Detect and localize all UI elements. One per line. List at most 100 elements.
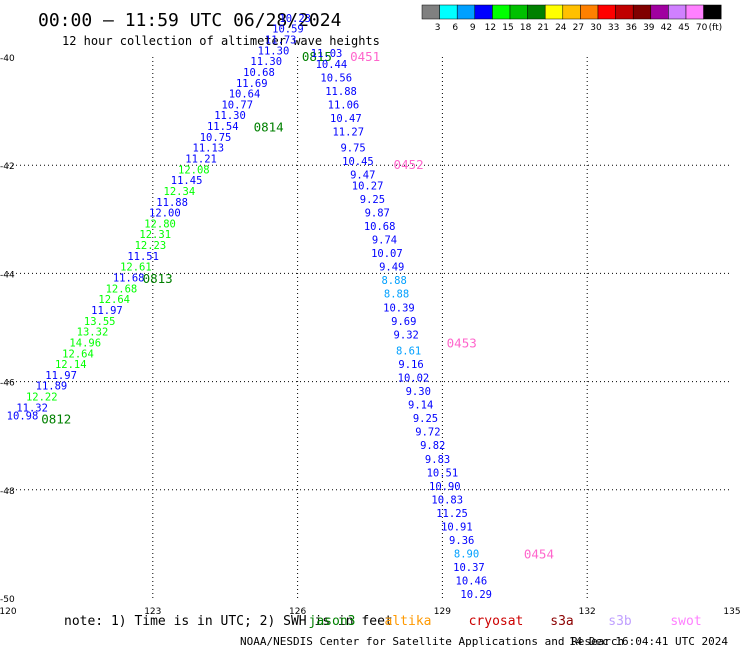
swh-value-label: 10.56 (320, 72, 352, 84)
swh-value-label: 11.30 (250, 56, 282, 68)
satellite-s3a: s3a (550, 614, 573, 629)
pass-time-label: 0815 (302, 49, 332, 64)
swh-value-label: 10.68 (243, 67, 275, 79)
swh-value-label: 13.55 (84, 316, 116, 328)
legend-swatch (703, 4, 722, 20)
legend-label: 12 (485, 23, 496, 33)
swh-value-label: 12.00 (149, 208, 181, 220)
y-tick-label: -44 (0, 270, 15, 280)
legend-label: 24 (555, 23, 567, 33)
satellite-altika: altika (385, 614, 432, 629)
y-tick-label: -50 (0, 595, 15, 605)
y-tick-label: -46 (0, 379, 15, 389)
swh-value-label: 12.64 (98, 294, 130, 306)
pass-time-label: 0814 (254, 119, 284, 134)
satellite-jason3: jason3 (309, 614, 356, 629)
legend-swatch (456, 4, 476, 20)
swh-value-label: 10.98 (7, 410, 39, 422)
legend-label: 21 (537, 23, 548, 33)
legend-swatch (562, 4, 581, 20)
legend-swatch (685, 4, 704, 20)
track: 10.9811.3212.2211.8911.9712.1412.6414.96… (7, 13, 332, 427)
swh-value-label: 10.39 (383, 302, 415, 314)
pass-time-label: 0452 (394, 157, 424, 172)
footer-credit: NOAA/NESDIS Center for Satellite Applica… (240, 635, 624, 648)
swh-value-label: 10.47 (330, 113, 362, 125)
legend-swatch (509, 4, 528, 20)
track: 11.0310.4410.5611.8811.0610.4711.279.751… (311, 48, 554, 601)
legend-swatch (580, 4, 599, 20)
legend-label: 18 (520, 23, 532, 33)
swh-value-label: 10.23 (279, 13, 311, 25)
y-tick-label: -42 (0, 162, 15, 172)
swh-value-label: 10.44 (316, 59, 348, 71)
swh-value-label: 10.27 (352, 181, 384, 193)
swh-value-label: 12.34 (164, 186, 196, 198)
legend-swatch (492, 4, 511, 20)
swh-value-label: 9.16 (398, 359, 423, 371)
swh-value-label: 11.73 (265, 34, 297, 46)
swh-value-label: 14.96 (69, 337, 101, 349)
legend-swatch (632, 4, 652, 20)
swh-value-label: 9.83 (425, 454, 450, 466)
legend-label: 30 (590, 23, 602, 33)
pass-time-label: 0451 (350, 49, 380, 64)
x-tick-label: 123 (144, 607, 161, 617)
swh-value-label: 11.25 (436, 508, 468, 520)
legend-label: 27 (573, 23, 584, 33)
footer: note: 1) Time is in UTC; 2) SWH is in fe… (64, 614, 728, 648)
pass-time-label: 0453 (447, 336, 477, 351)
footer-note: note: 1) Time is in UTC; 2) SWH is in fe… (64, 614, 393, 629)
swh-value-label: 11.32 (16, 402, 48, 414)
swh-value-label: 9.69 (391, 316, 416, 328)
chart-subtitle: 12 hour collection of altimeter wave hei… (62, 34, 380, 48)
data-tracks: 10.9811.3212.2211.8911.9712.1412.6414.96… (7, 13, 554, 601)
swh-value-label: 10.51 (427, 467, 459, 479)
legend-label: 70 (696, 23, 708, 33)
swh-value-label: 12.14 (55, 359, 87, 371)
legend-swatch (615, 4, 634, 20)
legend-label: 15 (502, 23, 513, 33)
x-tick-label: 135 (723, 607, 740, 617)
swh-value-label: 11.27 (332, 126, 364, 138)
swh-value-label: 10.83 (431, 494, 463, 506)
swh-value-label: 12.22 (26, 392, 58, 404)
swh-value-label: 11.06 (328, 99, 360, 111)
swh-value-label: 9.82 (420, 440, 445, 452)
swh-value-label: 11.51 (127, 251, 159, 263)
swh-value-label: 12.61 (120, 262, 152, 274)
color-legend: 3 6 9 12 15 18 21 24 27 30 33 36 39 42 45 70 (ft) (421, 4, 722, 33)
footer-timestamp: 14 Dec 16:04:41 UTC 2024 (569, 635, 728, 648)
swh-value-label: 11.88 (325, 86, 357, 98)
x-tick-label: 126 (289, 607, 306, 617)
swh-value-label: 8.88 (381, 275, 406, 287)
legend-label: 39 (643, 23, 655, 33)
swh-value-label: 8.61 (396, 346, 421, 358)
swh-value-label: 11.21 (185, 153, 217, 165)
legend-label: 36 (625, 23, 637, 33)
swh-value-label: 11.45 (171, 175, 203, 187)
legend-swatch (421, 4, 440, 20)
legend-swatch (650, 4, 669, 20)
legend-swatch (544, 4, 564, 20)
swh-value-label: 9.74 (372, 235, 397, 247)
swh-value-label: 11.30 (214, 110, 246, 122)
swh-value-label: 11.69 (236, 78, 268, 90)
swh-value-label: 10.07 (371, 248, 403, 260)
swh-value-label: 11.88 (156, 197, 188, 209)
swh-value-label: 9.14 (408, 400, 433, 412)
legend-label: 3 (435, 23, 441, 33)
swh-value-label: 10.91 (441, 521, 473, 533)
y-tick-label: -48 (0, 487, 15, 497)
swh-value-label: 11.30 (258, 45, 290, 57)
satellite-cryosat: cryosat (469, 614, 524, 629)
plot-area: 120 123 126 129 132 135 -40 -42 -44 -46 -48 -50 (0, 54, 740, 617)
swh-value-label: 8.88 (384, 289, 409, 301)
x-tick-label: 120 (0, 607, 17, 617)
swh-value-label: 12.64 (62, 348, 94, 360)
swh-value-label: 9.72 (415, 427, 440, 439)
legend-label: 6 (452, 23, 458, 33)
x-tick-label: 129 (434, 607, 451, 617)
legend-label: 33 (608, 23, 619, 33)
pass-time-label: 0812 (41, 411, 71, 426)
